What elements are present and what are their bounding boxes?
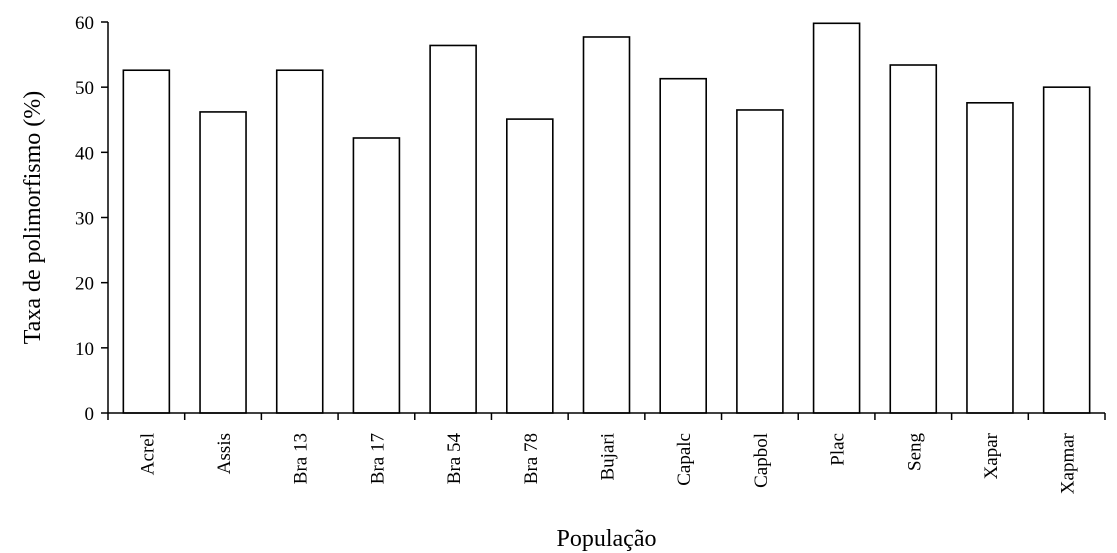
bar	[966, 102, 1014, 414]
x-tick-label: Xapar	[981, 432, 1002, 479]
y-axis-ticks: 0 10 20 30 40 50 60	[75, 13, 108, 425]
x-tick-label: Capalc	[674, 433, 695, 486]
x-tick-label: Assis	[214, 433, 235, 474]
x-axis-ticks: Acrel Assis Bra 13 Bra 17 Bra 54 Bra 78 Bujari…	[107, 413, 1106, 494]
y-tick-label: 20	[75, 274, 94, 295]
y-tick-label: 40	[75, 143, 94, 164]
bar	[506, 118, 554, 414]
x-tick-label: Plac	[828, 433, 849, 466]
y-tick-label: 50	[75, 78, 94, 99]
y-tick-label: 30	[75, 209, 94, 230]
bar	[582, 36, 631, 414]
bar	[429, 44, 477, 414]
x-tick-label: Bra 78	[521, 433, 542, 484]
x-tick-label: Acrel	[137, 433, 158, 475]
x-tick-label: Xapmar	[1058, 432, 1079, 494]
bar	[275, 69, 324, 414]
x-tick-label: Seng	[904, 433, 925, 472]
bar	[352, 137, 401, 414]
x-tick-label: Bra 54	[444, 433, 465, 485]
bar	[122, 69, 171, 414]
x-tick-label: Capbol	[751, 433, 772, 488]
x-tick-label: Bra 17	[367, 433, 388, 484]
bar	[199, 111, 247, 414]
bar	[736, 109, 784, 414]
bar	[1042, 86, 1091, 414]
x-tick-label: Bra 13	[291, 433, 312, 484]
bars-group	[122, 22, 1091, 414]
x-axis-title: População	[557, 526, 657, 552]
y-tick-label: 10	[75, 339, 94, 360]
y-tick-label: 60	[75, 13, 94, 34]
y-tick-label: 0	[85, 404, 95, 425]
y-axis-title: Taxa de polimorfismo (%)	[20, 91, 46, 345]
x-tick-label: Bujari	[598, 433, 619, 481]
bar	[659, 77, 707, 414]
bar	[812, 22, 861, 414]
bar	[889, 64, 938, 414]
